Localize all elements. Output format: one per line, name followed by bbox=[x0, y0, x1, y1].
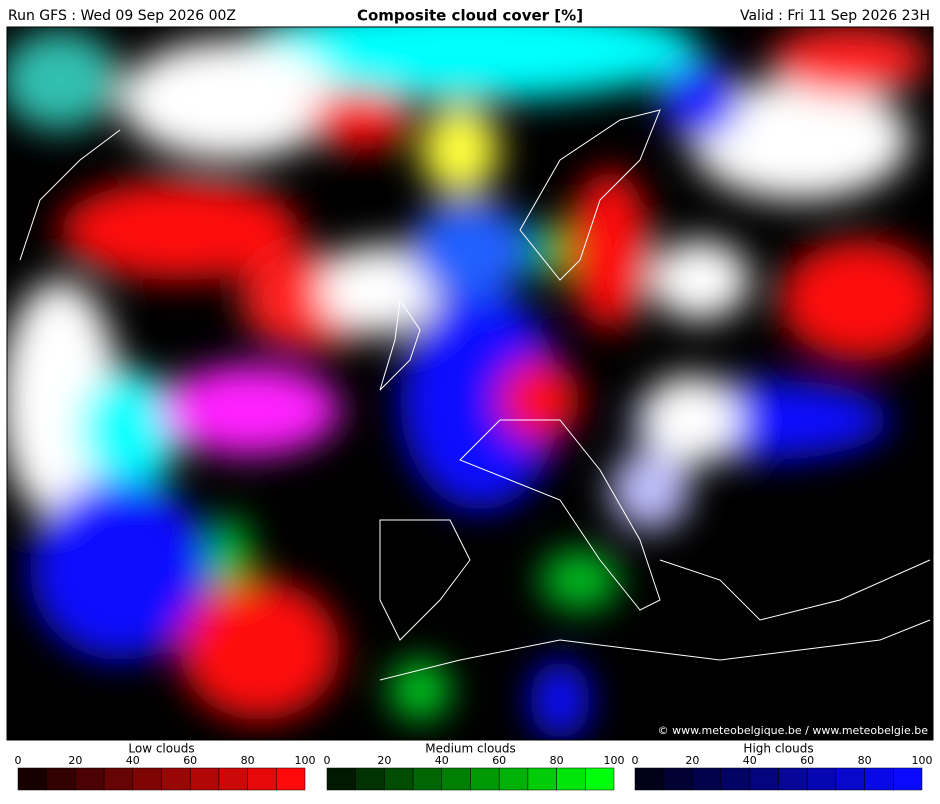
legend-tick-label: 60 bbox=[183, 754, 197, 767]
legend-swatch bbox=[17, 767, 47, 791]
legend-swatch bbox=[161, 767, 191, 791]
legend-swatch bbox=[720, 767, 751, 791]
credit: © www.meteobelgique.be / www.meteobelgie… bbox=[658, 724, 929, 737]
legend-tick-label: 20 bbox=[68, 754, 82, 767]
legend-swatch bbox=[527, 767, 557, 791]
legend-swatch bbox=[663, 767, 693, 791]
legend-swatch bbox=[46, 767, 76, 791]
legend-swatch bbox=[634, 767, 664, 791]
legend-swatch bbox=[470, 767, 500, 791]
legends: Low clouds 0 20 40 60 80 100 Medium clouds 0 20 40… bbox=[15, 742, 933, 791]
legend-tick-label: 100 bbox=[912, 754, 933, 767]
legend-title: Medium clouds bbox=[425, 742, 516, 756]
legend-swatch bbox=[75, 767, 105, 791]
legend-title: Low clouds bbox=[128, 742, 194, 756]
legend-tick-label: 40 bbox=[435, 754, 449, 767]
legend-swatch bbox=[247, 767, 277, 791]
legend-tick-label: 80 bbox=[241, 754, 255, 767]
map-frame bbox=[6, 26, 934, 741]
legend-swatch bbox=[326, 767, 356, 791]
legend-tick-label: 0 bbox=[15, 754, 22, 767]
legend-tick-label: 20 bbox=[377, 754, 391, 767]
legend-swatch bbox=[585, 767, 615, 791]
legend-tick-label: 100 bbox=[295, 754, 316, 767]
legend-swatch bbox=[749, 767, 779, 791]
legend-tick-label: 100 bbox=[604, 754, 625, 767]
legend-title: High clouds bbox=[743, 742, 813, 756]
legend-tick-label: 40 bbox=[126, 754, 140, 767]
legend-swatch bbox=[384, 767, 414, 791]
legend-swatch bbox=[498, 767, 529, 791]
legend-swatch bbox=[893, 767, 923, 791]
legend-swatch bbox=[103, 767, 134, 791]
legend-swatch bbox=[276, 767, 306, 791]
legend-swatch bbox=[692, 767, 722, 791]
legend-tick-label: 60 bbox=[492, 754, 506, 767]
legend-tick-label: 80 bbox=[858, 754, 872, 767]
coastlines bbox=[19, 109, 931, 681]
legend-tick-label: 40 bbox=[743, 754, 757, 767]
legend-tick-label: 0 bbox=[632, 754, 639, 767]
legend-swatch bbox=[835, 767, 865, 791]
legend-swatch bbox=[355, 767, 385, 791]
legend-swatch bbox=[441, 767, 471, 791]
legend-tick-label: 0 bbox=[324, 754, 331, 767]
valid-label: Valid : Fri 11 Sep 2026 23H bbox=[740, 8, 930, 24]
legend-tick-label: 60 bbox=[800, 754, 814, 767]
legend-swatch bbox=[218, 767, 248, 791]
map-title: Composite cloud cover [%] bbox=[357, 7, 583, 25]
legend-swatch bbox=[864, 767, 894, 791]
legend-tick-label: 80 bbox=[550, 754, 564, 767]
legend-swatch bbox=[412, 767, 443, 791]
legend-swatch bbox=[189, 767, 220, 791]
legend-swatch bbox=[556, 767, 586, 791]
legend-swatch bbox=[132, 767, 162, 791]
cloud-map: © www.meteobelgique.be / www.meteobelgie… bbox=[7, 27, 933, 740]
run-label: Run GFS : Wed 09 Sep 2026 00Z bbox=[8, 8, 236, 24]
legend-swatch bbox=[778, 767, 808, 791]
legend-swatch bbox=[806, 767, 837, 791]
legend-tick-label: 20 bbox=[685, 754, 699, 767]
